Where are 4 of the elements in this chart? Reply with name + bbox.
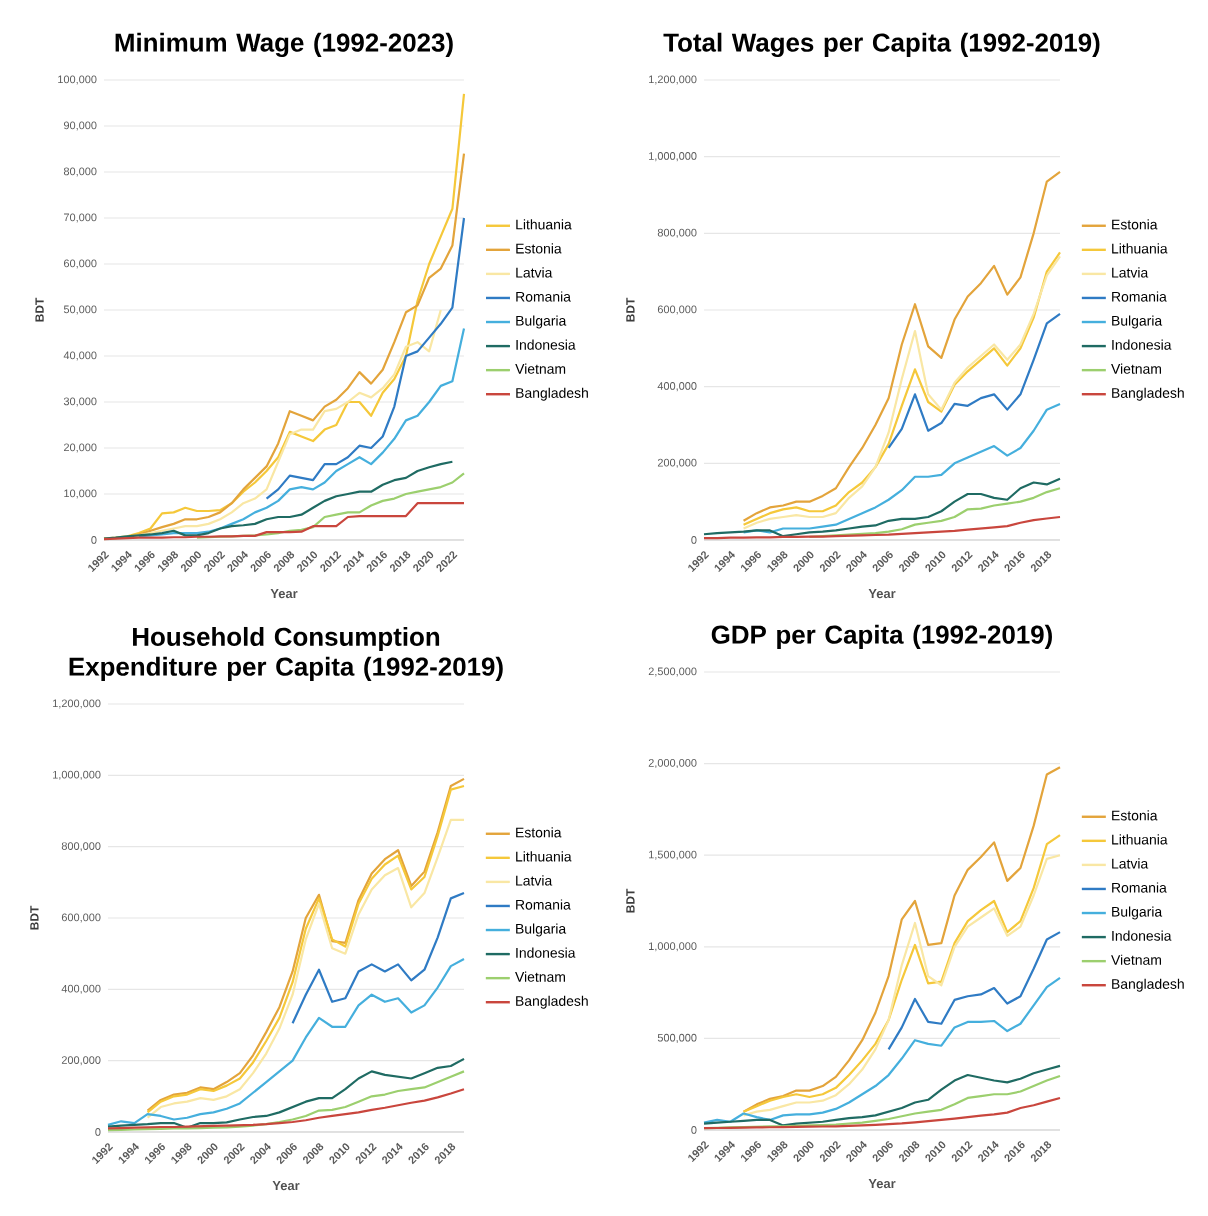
chart-title: GDP per Capita (1992-2019) <box>711 624 1052 649</box>
chart-title: Household Consumption Expenditure per Capita (1992-2019) <box>69 626 503 681</box>
chart-title: Total Wages per Capita (1992-2019) <box>663 32 1100 57</box>
chart-title: Minimum Wage (1992-2023) <box>115 32 453 57</box>
